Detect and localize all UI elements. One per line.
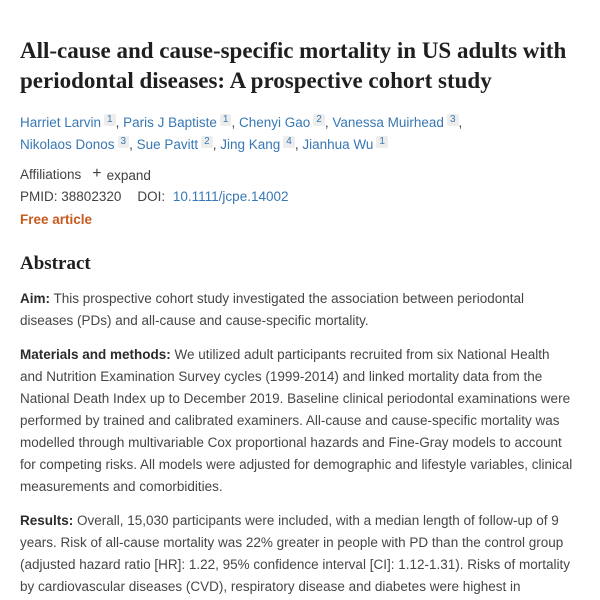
author-link[interactable]: Harriet Larvin xyxy=(20,115,102,130)
abstract-heading: Abstract xyxy=(20,253,91,274)
doi-link[interactable]: 10.1111/jcpe.14002 xyxy=(172,189,289,204)
author-link[interactable]: Jianhua Wu xyxy=(302,137,374,152)
author-affiliation-sup[interactable]: 2 xyxy=(201,136,213,148)
author-affiliation-sup[interactable]: 1 xyxy=(376,136,388,148)
abstract-section-label: Materials and methods: xyxy=(20,347,171,362)
author-link[interactable]: Vanessa Muirhead xyxy=(332,115,444,130)
abstract-section-label: Aim: xyxy=(20,291,50,306)
author: Sue Pavitt 2 xyxy=(136,136,213,152)
abstract-section-label: Results: xyxy=(20,513,74,528)
author-separator: , xyxy=(129,137,137,152)
pmid-group: PMID: 38802320 xyxy=(20,187,121,207)
author: Paris J Baptiste 1 xyxy=(123,114,232,130)
author-link[interactable]: Sue Pavitt xyxy=(136,137,199,152)
author-link[interactable]: Jing Kang xyxy=(220,137,281,152)
author: Chenyi Gao 2 xyxy=(238,114,325,130)
doi-group: DOI: 10.1111/jcpe.14002 xyxy=(137,187,288,207)
pmid-label: PMID: xyxy=(20,189,58,204)
author: Jianhua Wu 1 xyxy=(302,136,388,152)
author-affiliation-sup[interactable]: 1 xyxy=(219,114,232,126)
article-title: All-cause and cause-specific mortality i… xyxy=(20,38,567,93)
affiliations-label: Affiliations xyxy=(20,167,82,182)
pmid-value: 38802320 xyxy=(61,189,122,204)
author-affiliation-sup[interactable]: 1 xyxy=(104,114,116,126)
author-affiliation-sup[interactable]: 3 xyxy=(446,114,459,126)
identifiers-row: PMID: 38802320 DOI: 10.1111/jcpe.14002 xyxy=(20,187,574,207)
expand-label: expand xyxy=(106,167,151,183)
abstract-body: Aim: This prospective cohort study inves… xyxy=(20,288,574,600)
affiliations-expand-button[interactable]: + expand xyxy=(92,165,151,184)
author-affiliation-sup[interactable]: 3 xyxy=(117,136,130,148)
abstract-paragraph: Results: Overall, 15,030 participants we… xyxy=(20,513,571,594)
author-separator: , xyxy=(324,115,333,130)
author-affiliation-sup[interactable]: 2 xyxy=(313,114,325,126)
author: Jing Kang 4 xyxy=(220,136,295,152)
author: Vanessa Muirhead 3 xyxy=(332,114,459,130)
author-separator: , xyxy=(231,115,239,130)
free-article-badge: Free article xyxy=(20,212,93,227)
author-link[interactable]: Nikolaos Donos xyxy=(20,137,115,152)
author-list: Harriet Larvin 1, Paris J Baptiste 1, Chen… xyxy=(20,112,574,156)
author-separator: , xyxy=(458,115,463,130)
author-separator: , xyxy=(115,115,124,130)
author-link[interactable]: Paris J Baptiste xyxy=(123,115,217,130)
affiliations-row: Affiliations + expand xyxy=(20,165,574,185)
author-separator: , xyxy=(212,137,221,152)
abstract-paragraph: Aim: This prospective cohort study inves… xyxy=(20,291,525,328)
author-affiliation-sup[interactable]: 4 xyxy=(283,136,295,148)
author-link[interactable]: Chenyi Gao xyxy=(238,115,311,130)
doi-label: DOI: xyxy=(137,189,166,204)
author: Harriet Larvin 1 xyxy=(20,114,116,130)
author: Nikolaos Donos 3 xyxy=(20,136,130,152)
author-separator: , xyxy=(294,137,303,152)
plus-icon: + xyxy=(92,165,102,182)
abstract-paragraph: Materials and methods: We utilized adult… xyxy=(20,347,573,494)
